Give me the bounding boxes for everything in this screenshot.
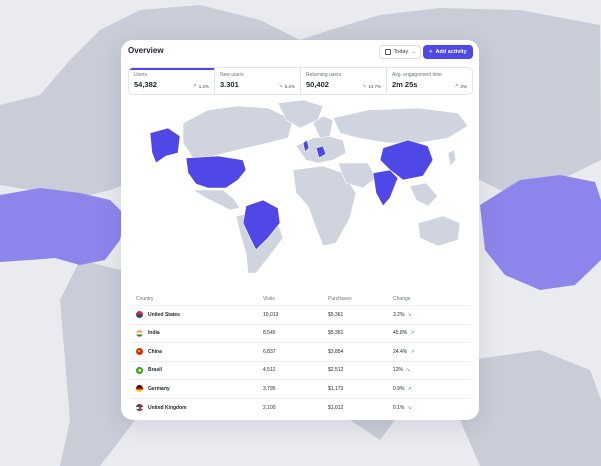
date-range-button[interactable]: Today ⌄ xyxy=(379,45,421,59)
map-canada xyxy=(182,105,294,159)
table-row[interactable]: United Kingdom 2,100 $1,012 0.1% ↘ xyxy=(131,399,471,418)
world-map xyxy=(149,99,469,274)
country-table: Country Visits Purchases Change United S… xyxy=(131,292,471,417)
plus-icon: + xyxy=(429,49,433,55)
background-usa-highlight xyxy=(0,188,125,265)
map-india xyxy=(372,169,399,207)
trend-down-icon: ↘ xyxy=(406,367,411,374)
table-row[interactable]: United States 10,013 $5,361 3.2% ↘ xyxy=(131,306,471,325)
trend-down-icon: ↘ xyxy=(362,83,367,89)
stat-tab-returning-users[interactable]: Returning users 50,402 ↘ 14.7% xyxy=(301,68,387,94)
map-usa xyxy=(185,155,247,189)
brazil-flag-icon xyxy=(136,366,143,374)
trend-up-icon: ↗ xyxy=(192,83,197,89)
header-change: Change xyxy=(393,295,411,302)
trend-up-icon: ↗ xyxy=(407,385,412,392)
header-purchases: Purchases xyxy=(328,295,352,302)
overview-card: Overview Today ⌄ + Add activity Users 54… xyxy=(121,40,479,420)
trend-up-icon: ↗ xyxy=(410,330,415,337)
trend-up-icon: ↗ xyxy=(410,348,415,355)
map-mexico xyxy=(191,189,241,211)
china-flag-icon xyxy=(136,348,143,356)
header-country: Country xyxy=(136,295,154,302)
page-title: Overview xyxy=(128,46,164,55)
map-russia xyxy=(332,107,469,144)
map-middle-east xyxy=(337,162,377,189)
map-uk xyxy=(302,139,310,153)
table-row[interactable]: Brasil 4,512 $2,512 12% ↘ xyxy=(131,362,471,380)
trend-down-icon: ↘ xyxy=(407,404,412,411)
map-china xyxy=(379,139,434,181)
add-activity-label: Add activity xyxy=(435,49,467,55)
table-header: Country Visits Purchases Change xyxy=(131,292,471,306)
table-row[interactable]: China 6,837 $3,854 24.4% ↗ xyxy=(131,343,471,362)
map-australia xyxy=(417,215,461,247)
map-brazil xyxy=(242,199,281,251)
stats-tabs: Users 54,382 ↗ 1.2% New users 3.301 ↘ 5.… xyxy=(128,67,473,95)
stat-tab-new-users[interactable]: New users 3.301 ↘ 5.2% xyxy=(215,68,301,94)
map-germany xyxy=(315,145,327,159)
add-activity-button[interactable]: + Add activity xyxy=(423,45,473,59)
map-alaska xyxy=(149,127,181,164)
table-row[interactable]: India 8,545 $5,361 45.8% ↗ xyxy=(131,325,471,343)
table-row[interactable]: Germany 3,795 $1,173 0.9% ↗ xyxy=(131,380,471,399)
map-scandinavia xyxy=(312,115,334,139)
trend-down-icon: ↘ xyxy=(407,311,412,318)
trend-up-icon: ↗ xyxy=(454,83,459,89)
stat-tab-users[interactable]: Users 54,382 ↗ 1.2% xyxy=(129,68,215,94)
map-japan xyxy=(447,149,457,167)
map-southeast-asia xyxy=(409,182,439,207)
date-range-label: Today xyxy=(393,49,409,55)
uk-flag-icon xyxy=(136,404,143,412)
india-flag-icon xyxy=(136,329,143,337)
us-flag-icon xyxy=(136,311,143,319)
map-africa xyxy=(292,165,357,247)
stat-tab-engagement-time[interactable]: Avg. engagement time 2m 25s ↗ 3% xyxy=(392,72,467,89)
chevron-down-icon: ⌄ xyxy=(411,49,416,55)
germany-flag-icon xyxy=(136,385,143,393)
card-header: Overview Today ⌄ + Add activity xyxy=(121,40,479,66)
header-visits: Visits xyxy=(263,295,275,302)
trend-down-icon: ↘ xyxy=(278,83,283,89)
background-china-highlight xyxy=(480,175,601,290)
calendar-icon xyxy=(384,49,391,55)
